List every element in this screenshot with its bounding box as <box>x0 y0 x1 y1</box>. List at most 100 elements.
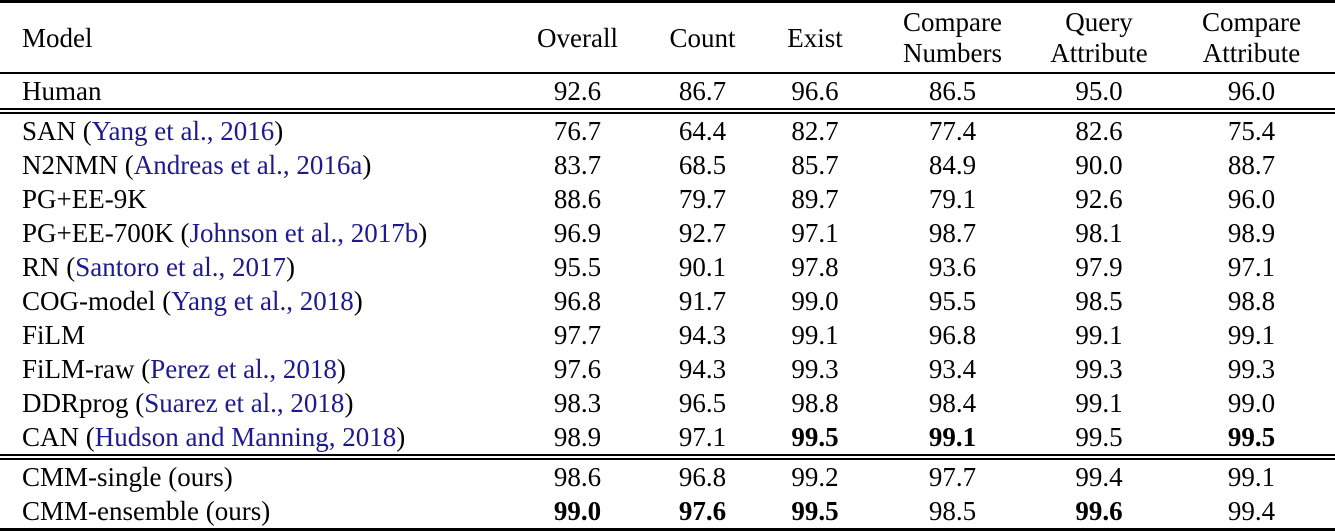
value-cell: 86.7 <box>650 73 755 115</box>
value-cell: 84.9 <box>928 150 977 181</box>
value-cell: 93.4 <box>928 354 977 385</box>
table-row: PG+EE-9K 88.6 79.7 89.7 79.1 92.6 96.0 <box>0 182 1335 216</box>
table-row: N2NMN (Andreas et al., 2016a) 83.7 68.5 85.… <box>0 148 1335 182</box>
value-cell: 99.0 <box>505 494 650 531</box>
model-name: RN ( <box>22 252 76 283</box>
model-cell: RN (Santoro et al., 2017) <box>0 250 505 284</box>
value-cell: 94.3 <box>678 320 727 351</box>
value-cell: 96.8 <box>678 462 727 493</box>
value-cell: 99.3 <box>791 354 839 385</box>
value-cell: 97.1 <box>791 218 839 249</box>
value-cell: 97.6 <box>650 494 755 531</box>
model-name-close-paren: ) <box>418 218 428 249</box>
model-name: PG+EE-700K ( <box>22 218 190 249</box>
value-cell: 95.5 <box>553 252 602 283</box>
model-name-close-paren: ) <box>362 150 372 181</box>
value-cell: 99.1 <box>1227 320 1276 351</box>
value-cell: 92.6 <box>505 73 650 115</box>
table-row: DDRprog (Suarez et al., 2018) 98.3 96.5 98.… <box>0 386 1335 420</box>
model-cell: PG+EE-700K (Johnson et al., 2017b) <box>0 216 505 250</box>
value-cell: 89.7 <box>791 184 839 215</box>
value-cell: 96.8 <box>553 286 602 317</box>
value-cell: 99.1 <box>1075 320 1123 351</box>
value-cell: 99.4 <box>1168 494 1335 531</box>
value-cell: 85.7 <box>791 150 839 181</box>
table-row: CMM-ensemble (ours) 99.0 97.6 99.5 98.5 99.6 9… <box>0 494 1335 531</box>
value-cell: 92.6 <box>1075 184 1123 215</box>
value-cell: 97.6 <box>553 354 602 385</box>
table-row: FiLM 97.7 94.3 99.1 96.8 99.1 99.1 <box>0 318 1335 352</box>
value-cell: 99.3 <box>1227 354 1276 385</box>
model-name-close-paren: ) <box>344 388 354 419</box>
value-cell: 92.7 <box>678 218 727 249</box>
model-name: FiLM <box>22 320 86 351</box>
value-cell: 98.3 <box>553 388 602 419</box>
table-row: CAN (Hudson and Manning, 2018) 98.9 97.1 99… <box>0 420 1335 461</box>
value-cell: 97.1 <box>650 420 755 461</box>
value-cell: 96.5 <box>678 388 727 419</box>
value-cell: 93.6 <box>928 252 977 283</box>
citation-link[interactable]: Hudson and Manning, 2018 <box>94 422 397 453</box>
value-cell: 98.8 <box>1227 286 1276 317</box>
value-cell: 99.1 <box>1075 388 1123 419</box>
model-cell: Human <box>0 73 505 115</box>
value-cell: 83.7 <box>553 150 602 181</box>
value-cell: 90.1 <box>678 252 727 283</box>
value-cell: 97.8 <box>791 252 839 283</box>
model-name: PG+EE-9K <box>22 184 147 215</box>
value-cell: 96.0 <box>1168 73 1335 115</box>
table-body: Human 92.6 86.7 96.6 86.5 95.0 96.0 SAN (Yang e… <box>0 73 1335 531</box>
value-cell: 99.4 <box>1075 462 1123 493</box>
value-cell: 88.6 <box>553 184 602 215</box>
value-cell: 97.7 <box>553 320 602 351</box>
value-cell: 98.4 <box>928 388 977 419</box>
value-cell: 82.6 <box>1075 116 1123 147</box>
table-row: COG-model (Yang et al., 2018) 96.8 91.7 99.… <box>0 284 1335 318</box>
value-cell: 99.5 <box>1168 420 1335 461</box>
value-cell: 82.7 <box>791 116 839 147</box>
value-cell: 97.1 <box>1227 252 1276 283</box>
table-row: FiLM-raw (Perez et al., 2018) 97.6 94.3 99.… <box>0 352 1335 386</box>
model-name-close-paren: ) <box>274 116 284 147</box>
value-cell: 98.6 <box>553 462 602 493</box>
value-cell: 98.8 <box>791 388 839 419</box>
citation-link[interactable]: Santoro et al., 2017 <box>75 252 286 283</box>
value-cell: 99.6 <box>1030 494 1168 531</box>
value-cell: 99.1 <box>791 320 839 351</box>
value-cell: 98.1 <box>1075 218 1123 249</box>
model-cell: SAN (Yang et al., 2016) <box>0 111 505 148</box>
column-header-model: Model <box>22 22 93 53</box>
model-name: COG-model ( <box>22 286 172 317</box>
value-cell: 98.9 <box>505 420 650 461</box>
model-cell: COG-model (Yang et al., 2018) <box>0 284 505 318</box>
value-cell: 90.0 <box>1075 150 1123 181</box>
model-cell: N2NMN (Andreas et al., 2016a) <box>0 148 505 182</box>
value-cell: 99.5 <box>755 420 875 461</box>
citation-link[interactable]: Perez et al., 2018 <box>150 354 337 385</box>
value-cell: 95.0 <box>1030 73 1168 115</box>
value-cell: 68.5 <box>678 150 727 181</box>
value-cell: 77.4 <box>928 116 977 147</box>
column-header-query-attribute: Query Attribute <box>1050 7 1148 69</box>
citation-link[interactable]: Andreas et al., 2016a <box>133 150 363 181</box>
model-name-close-paren: ) <box>353 286 363 317</box>
model-name-close-paren: ) <box>336 354 346 385</box>
citation-link[interactable]: Johnson et al., 2017b <box>189 218 419 249</box>
value-cell: 94.3 <box>678 354 727 385</box>
model-cell: FiLM-raw (Perez et al., 2018) <box>0 352 505 386</box>
value-cell: 98.9 <box>1227 218 1276 249</box>
value-cell: 96.9 <box>553 218 602 249</box>
model-name: N2NMN ( <box>22 150 134 181</box>
value-cell: 98.5 <box>875 494 1030 531</box>
citation-link[interactable]: Yang et al., 2016 <box>91 116 275 147</box>
model-name: FiLM-raw ( <box>22 354 151 385</box>
citation-link[interactable]: Yang et al., 2018 <box>171 286 354 317</box>
value-cell: 75.4 <box>1227 116 1276 147</box>
column-header-exist: Exist <box>787 22 843 53</box>
value-cell: 79.1 <box>928 184 977 215</box>
citation-link[interactable]: Suarez et al., 2018 <box>144 388 345 419</box>
table-row: SAN (Yang et al., 2016) 76.7 64.4 82.7 77.4 8… <box>0 111 1335 148</box>
column-header-overall: Overall <box>537 22 618 53</box>
value-cell: 96.8 <box>928 320 977 351</box>
column-header-count: Count <box>669 22 736 53</box>
